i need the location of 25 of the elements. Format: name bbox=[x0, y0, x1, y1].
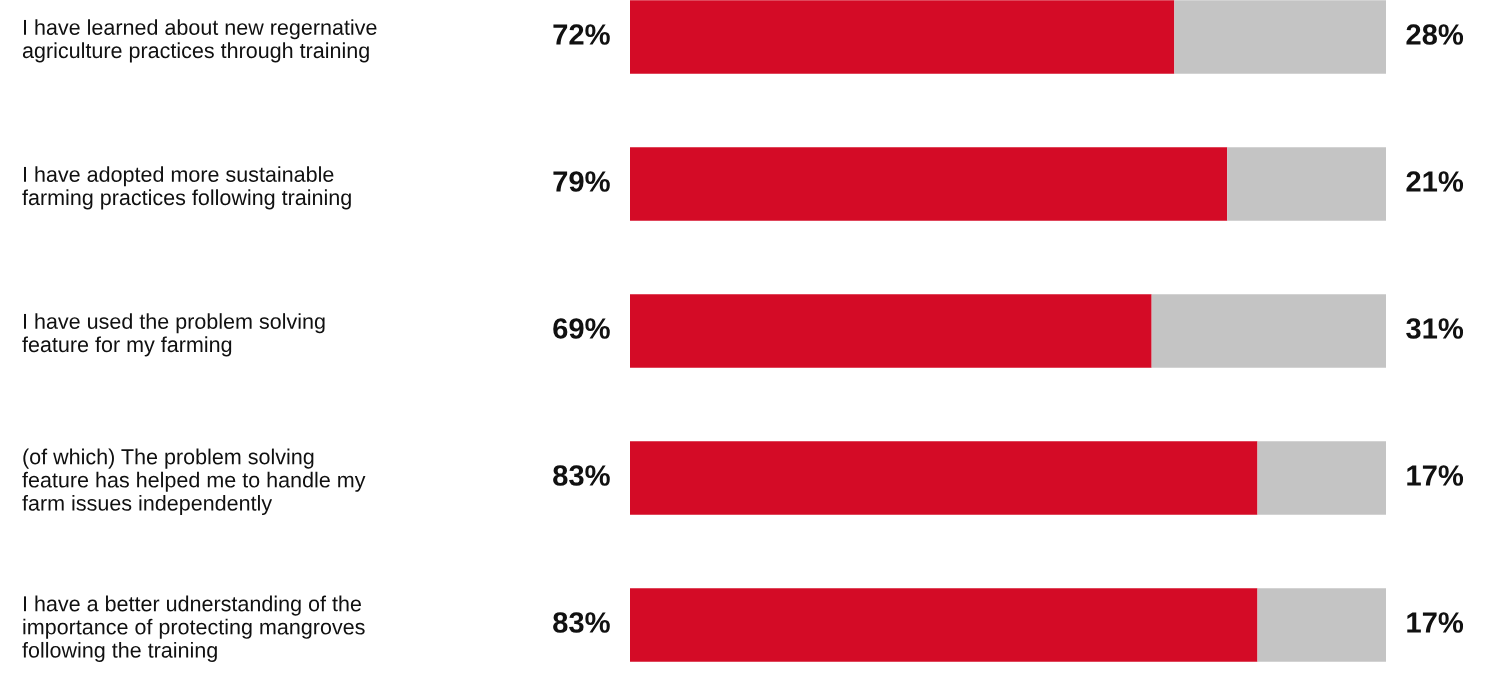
data-label: 72% bbox=[553, 24, 610, 45]
data-label: 79% bbox=[553, 171, 610, 192]
data-label: 83% bbox=[553, 465, 610, 486]
data-label: 28% bbox=[1406, 24, 1464, 45]
bar bbox=[1227, 147, 1386, 221]
bar bbox=[630, 441, 1258, 515]
data-label: 31% bbox=[1406, 318, 1464, 339]
y-tick-label: I have a better udnerstanding of the importance of protecting mangroves following the training bbox=[22, 595, 365, 663]
data-label: 17% bbox=[1407, 465, 1464, 486]
bar bbox=[630, 294, 1152, 368]
data-label: 21% bbox=[1406, 171, 1464, 192]
y-tick-label: I have learned about new regernative agriculture practices through training bbox=[22, 19, 377, 63]
data-label: 69% bbox=[553, 318, 610, 339]
y-tick-label: I have adopted more sustainable farming practices following training bbox=[22, 166, 351, 210]
bar bbox=[630, 147, 1228, 221]
data-label: 83% bbox=[553, 612, 610, 633]
bar bbox=[1151, 294, 1386, 368]
bar bbox=[1257, 588, 1386, 662]
data-label: 17% bbox=[1407, 612, 1464, 633]
bar bbox=[1257, 441, 1386, 515]
y-tick-label: (of which) The problem solving feature has helped me to handle my farm issues independently bbox=[22, 448, 366, 516]
bar bbox=[630, 588, 1258, 662]
bar bbox=[630, 0, 1175, 74]
y-tick-label: I have used the problem solving feature for my farming bbox=[22, 313, 325, 357]
bar bbox=[1174, 0, 1386, 74]
